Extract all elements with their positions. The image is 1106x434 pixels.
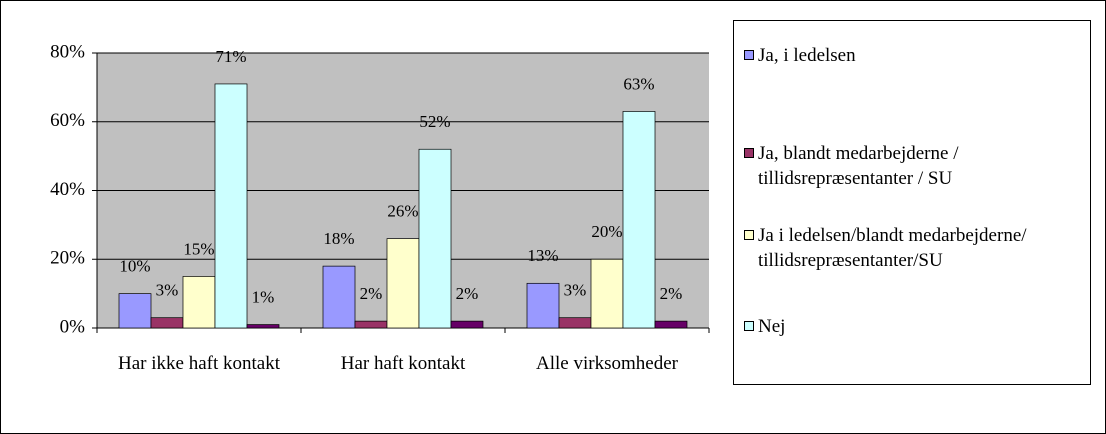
value-label: 2%: [456, 284, 479, 303]
bar: [654, 320, 688, 329]
legend-swatch: [744, 230, 754, 240]
value-label: 63%: [623, 74, 654, 93]
legend-entry: Ja, i ledelsen: [744, 43, 1074, 68]
legend-label: Ja, blandt medarbejderne / tillidsrepræs…: [758, 143, 959, 189]
value-label: 2%: [660, 284, 683, 303]
legend-label: Nej: [758, 316, 786, 337]
bar: [622, 111, 656, 329]
value-label: 18%: [323, 229, 354, 248]
y-tick-label: 0%: [60, 316, 86, 337]
bar: [322, 265, 356, 329]
bar: [354, 320, 388, 329]
y-tick-label: 80%: [50, 41, 85, 62]
value-label: 2%: [360, 284, 383, 303]
bar: [386, 238, 420, 329]
value-label: 20%: [591, 222, 622, 241]
value-label: 15%: [183, 239, 214, 258]
bar: [182, 276, 216, 329]
legend: Ja, i ledelsen Ja, blandt medarbejderne /…: [733, 20, 1091, 385]
bar: [590, 258, 624, 329]
bar: [526, 282, 560, 329]
value-label: 10%: [119, 257, 150, 276]
x-tick-label: Alle virksomheder: [536, 353, 678, 374]
y-tick-label: 40%: [50, 179, 85, 200]
x-tick-label: Har haft kontakt: [340, 353, 466, 374]
value-label: 26%: [387, 202, 418, 221]
legend-swatch: [744, 148, 754, 158]
bar: [118, 293, 152, 329]
legend-swatch: [744, 50, 754, 60]
y-tick-label: 20%: [50, 248, 85, 269]
y-tick-label: 60%: [50, 110, 85, 131]
value-label: 3%: [156, 281, 179, 300]
legend-entry: Nej: [744, 314, 1074, 339]
value-label: 52%: [419, 112, 450, 131]
legend-label: Ja i ledelsen/blandt medarbejderne/ till…: [758, 225, 1027, 271]
bar: [418, 148, 452, 329]
bar: [246, 324, 280, 329]
value-label: 13%: [527, 246, 558, 265]
bar: [450, 320, 484, 329]
bar: [558, 317, 592, 329]
value-label: 71%: [215, 47, 246, 66]
legend-entry: Ja, blandt medarbejderne / tillidsrepræs…: [744, 141, 1074, 191]
legend-swatch: [744, 321, 754, 331]
bar: [214, 83, 248, 329]
value-label: 3%: [564, 281, 587, 300]
legend-label: Ja, i ledelsen: [758, 45, 856, 66]
value-label: 1%: [252, 287, 275, 306]
bar: [150, 317, 184, 329]
x-tick-label: Har ikke haft kontakt: [118, 353, 280, 374]
legend-entry: Ja i ledelsen/blandt medarbejderne/ till…: [744, 223, 1074, 273]
